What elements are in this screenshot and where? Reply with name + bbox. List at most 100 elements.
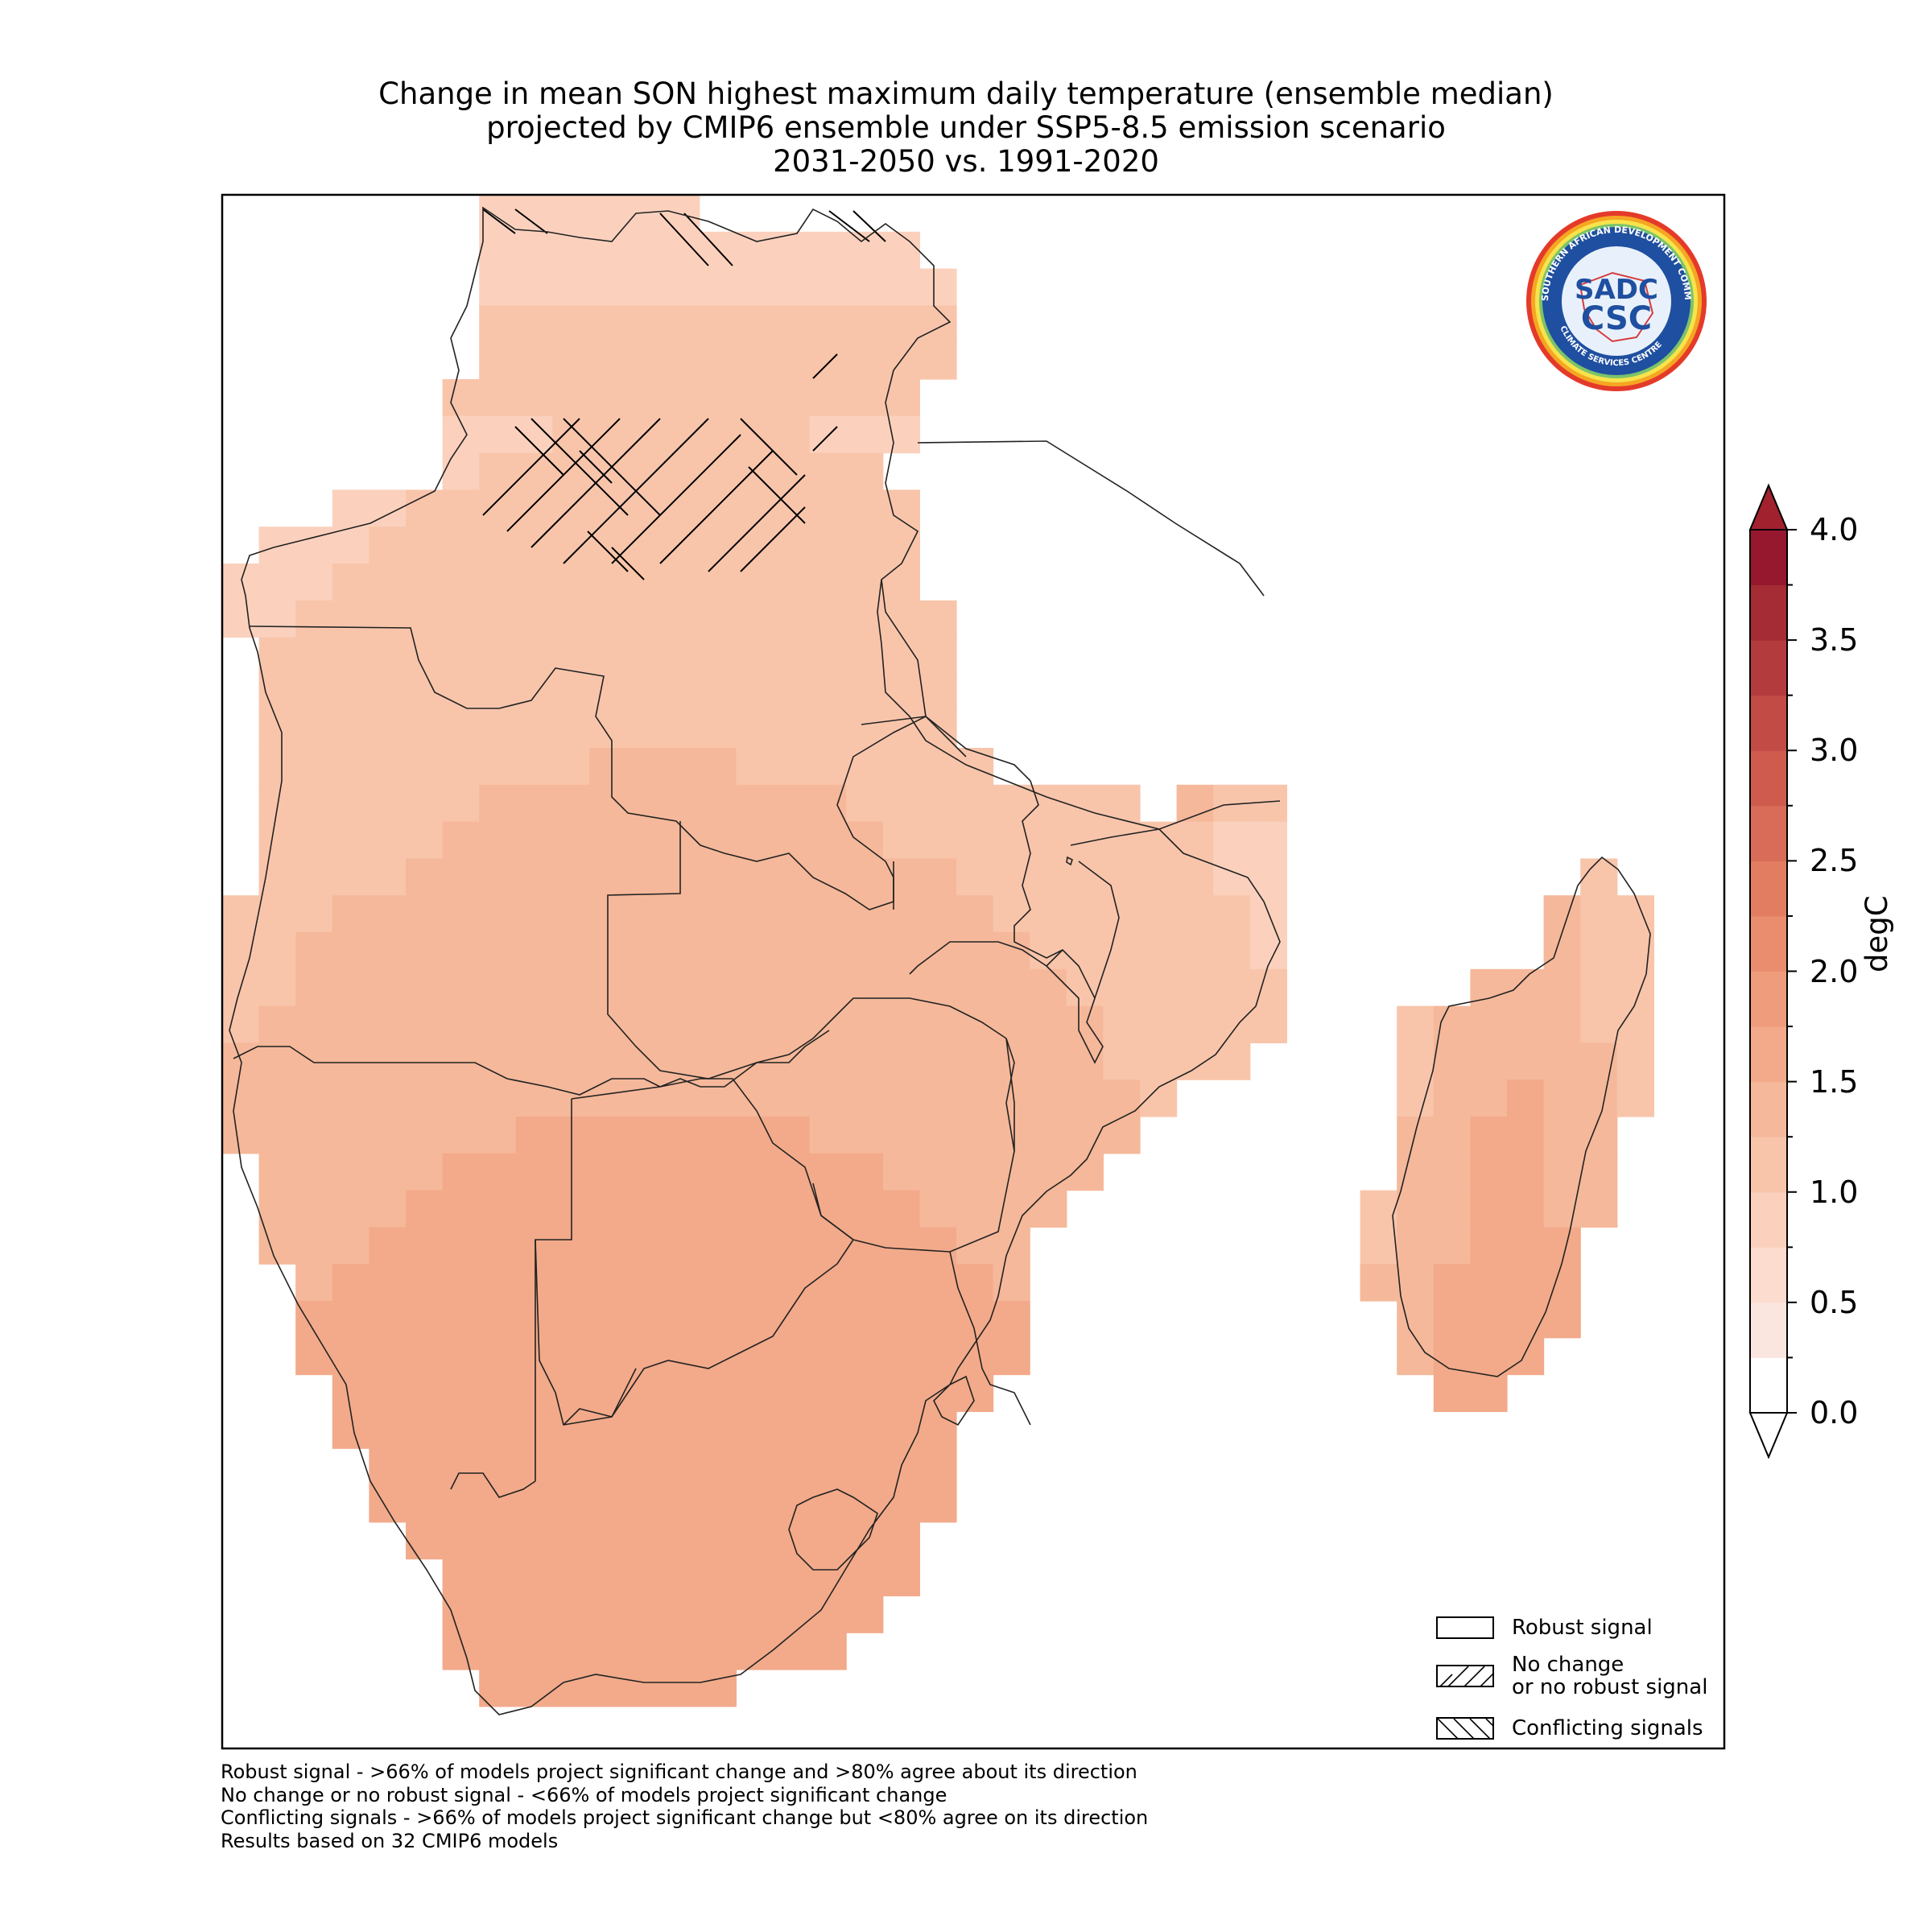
grid-cell xyxy=(479,1005,517,1043)
grid-cell xyxy=(406,711,444,749)
grid-cell xyxy=(589,1080,627,1117)
grid-cell xyxy=(406,1005,444,1043)
grid-cell xyxy=(663,415,700,454)
grid-cell xyxy=(295,932,333,970)
grid-cell xyxy=(809,526,847,564)
grid-cell xyxy=(625,195,663,233)
country-borders xyxy=(229,206,1651,1715)
grid-cell xyxy=(552,674,590,712)
grid-cell xyxy=(589,415,627,454)
grid-cell xyxy=(332,564,369,601)
grid-cell xyxy=(515,342,553,380)
grid-cell xyxy=(552,711,590,749)
grid-cell xyxy=(1397,1301,1435,1339)
grid-cell xyxy=(295,858,333,896)
grid-cell xyxy=(479,1337,517,1376)
grid-cell xyxy=(809,1521,847,1560)
grid-cell xyxy=(809,452,847,490)
grid-cell xyxy=(809,305,847,343)
grid-cell xyxy=(332,1374,369,1412)
grid-cell xyxy=(589,600,627,638)
grid-cell xyxy=(1103,932,1141,970)
grid-cell xyxy=(552,415,590,454)
grid-cell xyxy=(625,564,663,601)
grid-cell xyxy=(993,895,1030,933)
grid-cell xyxy=(515,1448,553,1486)
grid-cell xyxy=(663,674,700,712)
grid-cell xyxy=(406,858,444,896)
grid-cell xyxy=(663,784,700,823)
grid-cell xyxy=(1103,1042,1141,1080)
grid-cell xyxy=(1140,1005,1178,1043)
grid-cell xyxy=(295,748,333,786)
grid-cell xyxy=(1507,1080,1545,1117)
grid-cell xyxy=(406,1448,444,1486)
grid-cell xyxy=(442,1485,480,1523)
legend-no-change-swatch xyxy=(1436,1665,1494,1687)
grid-cell xyxy=(515,600,553,638)
grid-cell xyxy=(846,305,884,343)
grid-cell xyxy=(369,564,407,601)
grid-cell xyxy=(919,674,957,712)
border-namibia-angola xyxy=(233,1046,724,1096)
grid-cell xyxy=(1176,821,1214,859)
grid-cell xyxy=(515,1227,553,1265)
grid-cell xyxy=(736,932,774,970)
grid-cell xyxy=(552,231,590,270)
grid-cell xyxy=(699,342,737,380)
grid-cell xyxy=(1249,968,1287,1007)
grid-cell xyxy=(1543,1227,1581,1265)
grid-cell xyxy=(1470,1337,1508,1376)
grid-cell xyxy=(369,1448,407,1486)
grid-cell xyxy=(1397,1042,1435,1080)
grid-cell xyxy=(295,1227,333,1265)
title-line-3: 2031-2050 vs. 1991-2020 xyxy=(773,144,1159,179)
grid-cell xyxy=(442,1042,480,1080)
grid-cell xyxy=(1213,1042,1251,1080)
grid-cell xyxy=(552,1521,590,1560)
colorbar-segment xyxy=(1750,1357,1787,1414)
grid-cell xyxy=(956,1374,994,1412)
grid-cell xyxy=(295,784,333,823)
border-drc-angola xyxy=(249,625,894,910)
grid-cell xyxy=(773,600,811,638)
grid-cell xyxy=(369,1227,407,1265)
grid-cell xyxy=(699,1190,737,1228)
grid-cell xyxy=(699,968,737,1007)
grid-cell xyxy=(625,1042,663,1080)
grid-cell xyxy=(663,195,700,233)
grid-cell xyxy=(332,1080,369,1117)
grid-cell xyxy=(809,489,847,527)
grid-cell xyxy=(699,1227,737,1265)
grid-cell xyxy=(699,895,737,933)
grid-cell xyxy=(663,858,700,896)
grid-cell xyxy=(773,564,811,601)
grid-cell xyxy=(699,1485,737,1523)
grid-cell xyxy=(1360,1264,1397,1302)
grid-cell xyxy=(295,1080,333,1117)
grid-cell xyxy=(993,1337,1030,1376)
footnotes: Robust signal - >66% of models project s… xyxy=(221,1761,1148,1852)
grid-cell xyxy=(773,1153,811,1191)
grid-cell xyxy=(956,1264,994,1302)
grid-cell xyxy=(442,379,480,417)
grid-cell xyxy=(1397,1080,1435,1117)
grid-cell xyxy=(1433,1227,1471,1265)
grid-cell xyxy=(1103,968,1141,1007)
grid-cell xyxy=(1213,895,1251,933)
grid-cell xyxy=(515,895,553,933)
grid-cell xyxy=(479,1521,517,1560)
grid-cell xyxy=(258,526,296,564)
grid-cell xyxy=(625,748,663,786)
colorbar-segment xyxy=(1750,640,1787,696)
grid-cell xyxy=(406,1337,444,1376)
grid-cell xyxy=(699,711,737,749)
logo-line-1: SADC xyxy=(1575,274,1658,306)
grid-cell xyxy=(846,526,884,564)
grid-cell xyxy=(699,858,737,896)
colorbar-segment xyxy=(1750,695,1787,751)
grid-cell xyxy=(882,748,920,786)
grid-cell xyxy=(1470,1264,1508,1302)
grid-cell xyxy=(773,895,811,933)
grid-cell xyxy=(846,1337,884,1376)
